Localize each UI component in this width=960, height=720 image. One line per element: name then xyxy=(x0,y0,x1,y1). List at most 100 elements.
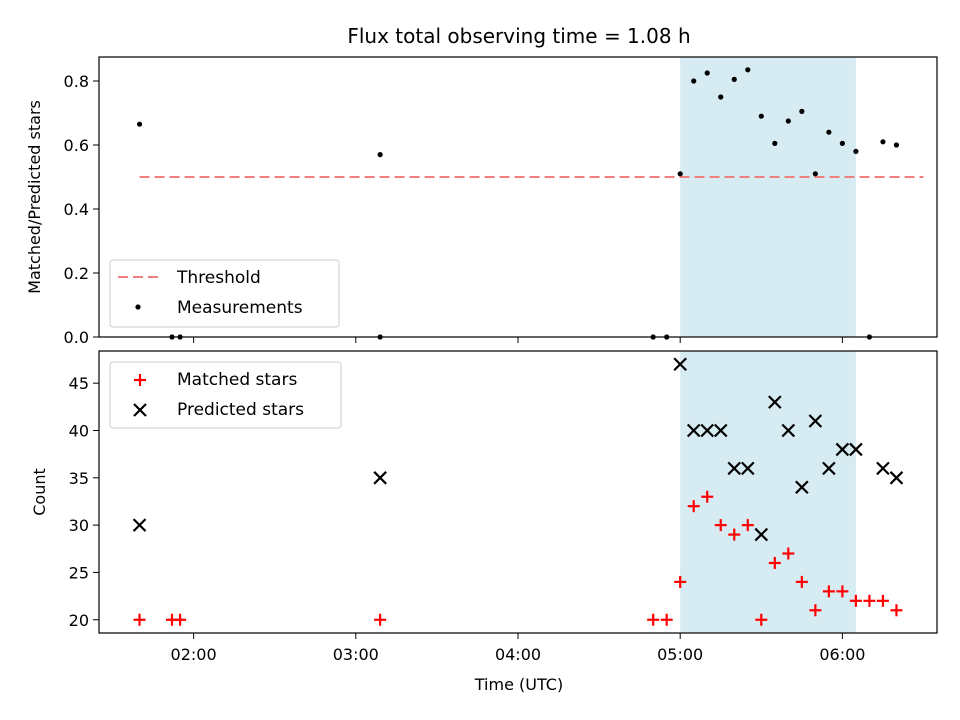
measurement-point xyxy=(812,171,818,177)
bottom-x-tick-label: 06:00 xyxy=(819,645,865,664)
predicted-star-point xyxy=(686,423,701,438)
matched-star-point xyxy=(849,594,862,607)
matched-legend-label: Matched stars xyxy=(177,370,297,390)
threshold-legend-label: Threshold xyxy=(176,268,261,288)
bottom-legend: Matched stars Predicted stars xyxy=(109,361,342,429)
measurement-point xyxy=(893,142,900,148)
matched-star-point xyxy=(822,585,835,598)
measurement-point xyxy=(691,78,697,84)
measurement-point xyxy=(772,140,778,146)
measurement-point xyxy=(136,121,143,127)
matched-star-point xyxy=(863,594,876,607)
matched-star-point xyxy=(890,604,903,617)
predicted-star-point xyxy=(700,423,715,438)
matched-star-point xyxy=(674,575,687,588)
matched-star-point xyxy=(876,594,889,607)
bottom-y-tick-label: 20 xyxy=(69,611,89,630)
bottom-y-tick-label: 30 xyxy=(69,516,89,535)
matched-star-point xyxy=(374,613,387,626)
predicted-star-point xyxy=(876,461,890,476)
matched-star-point xyxy=(782,547,795,560)
matched-star-point xyxy=(660,613,673,626)
measurement-point xyxy=(758,113,764,119)
predicted-star-point xyxy=(754,527,769,542)
matched-star-point xyxy=(174,613,187,626)
predicted-star-point xyxy=(727,461,742,476)
measurements-legend-swatch xyxy=(135,304,141,310)
predicted-star-point xyxy=(849,442,863,457)
predicted-star-point xyxy=(835,442,850,457)
measurement-point xyxy=(377,152,383,158)
measurement-point xyxy=(731,76,737,82)
matched-star-point xyxy=(687,500,700,513)
matched-star-point xyxy=(809,604,822,617)
measurements-points xyxy=(136,67,900,340)
predicted-star-point xyxy=(132,518,147,532)
top-panel: 0.00.20.40.60.8 Matched/Predicted stars … xyxy=(25,56,938,347)
bottom-x-tick-label: 04:00 xyxy=(495,645,541,664)
top-legend: Threshold Measurements xyxy=(109,259,340,328)
predicted-star-point xyxy=(781,423,796,438)
bottom-x-tick-label: 03:00 xyxy=(333,645,379,664)
measurement-point xyxy=(745,67,751,73)
top-highlight-span xyxy=(680,57,856,337)
predicted-star-point xyxy=(808,414,823,428)
measurement-point xyxy=(718,94,724,100)
bottom-y-tick-label: 25 xyxy=(69,563,89,582)
predicted-legend-label: Predicted stars xyxy=(177,400,304,420)
matched-star-point xyxy=(714,519,727,532)
predicted-star-point xyxy=(768,395,782,409)
predicted-star-point xyxy=(822,461,836,476)
chart-title: Flux total observing time = 1.08 h xyxy=(347,24,690,48)
measurement-point xyxy=(799,108,805,114)
bottom-y-tick-label: 35 xyxy=(69,469,89,488)
top-y-axis: 0.0 0.2 0.4 0.6 0.8 xyxy=(64,72,99,347)
top-y-axis-label: Matched/Predicted stars xyxy=(25,100,44,294)
bottom-x-tick-label: 02:00 xyxy=(171,645,217,664)
matched-star-point xyxy=(741,519,754,532)
top-y-tick-label: 0.4 xyxy=(64,200,89,219)
measurements-legend-label: Measurements xyxy=(177,298,303,318)
measurement-point xyxy=(785,118,791,124)
predicted-star-point xyxy=(673,357,687,372)
predicted-star-point xyxy=(740,461,755,476)
bottom-y-tick-label: 45 xyxy=(69,374,89,393)
predicted-star-point xyxy=(889,471,904,485)
measurement-point xyxy=(826,129,832,135)
top-y-tick-label: 0.2 xyxy=(64,264,89,283)
predicted-legend-swatch xyxy=(133,403,147,417)
predicted-stars-points xyxy=(132,357,904,542)
bottom-x-tick-label: 05:00 xyxy=(657,645,703,664)
matched-star-point xyxy=(701,490,714,503)
matched-star-point xyxy=(728,528,741,541)
top-y-tick-label: 0.6 xyxy=(64,136,89,155)
measurement-point xyxy=(704,70,710,76)
bottom-y-tick-label: 40 xyxy=(69,421,89,440)
matched-star-point xyxy=(768,556,781,569)
predicted-star-point xyxy=(795,480,809,495)
matched-star-point xyxy=(795,575,808,588)
bottom-panel: 20 25 30 35 40 45 02:00 03:00 04:00 05:00 06:00 C… xyxy=(30,350,938,694)
measurement-point xyxy=(839,140,845,146)
bottom-x-axis: 02:00 03:00 04:00 05:00 06:00 xyxy=(171,633,865,664)
matched-star-point xyxy=(133,613,146,626)
bottom-highlight-span xyxy=(680,351,856,633)
matched-legend-swatch xyxy=(134,374,146,386)
matched-star-point xyxy=(755,613,768,626)
matched-stars-points xyxy=(133,490,903,626)
bottom-y-axis: 20 25 30 35 40 45 xyxy=(69,374,99,630)
top-y-tick-label: 0.0 xyxy=(64,328,89,347)
top-legend-box xyxy=(109,259,340,328)
top-y-tick-label: 0.8 xyxy=(64,72,89,91)
top-x-ticks xyxy=(193,337,843,343)
measurement-point xyxy=(880,139,886,145)
bottom-x-axis-label: Time (UTC) xyxy=(474,675,563,694)
predicted-star-point xyxy=(713,423,728,438)
bottom-legend-box xyxy=(109,361,342,429)
bottom-y-axis-label: Count xyxy=(30,468,49,516)
predicted-star-point xyxy=(373,471,387,485)
measurement-point xyxy=(677,171,683,177)
matched-star-point xyxy=(836,585,849,598)
measurement-point xyxy=(853,148,859,154)
